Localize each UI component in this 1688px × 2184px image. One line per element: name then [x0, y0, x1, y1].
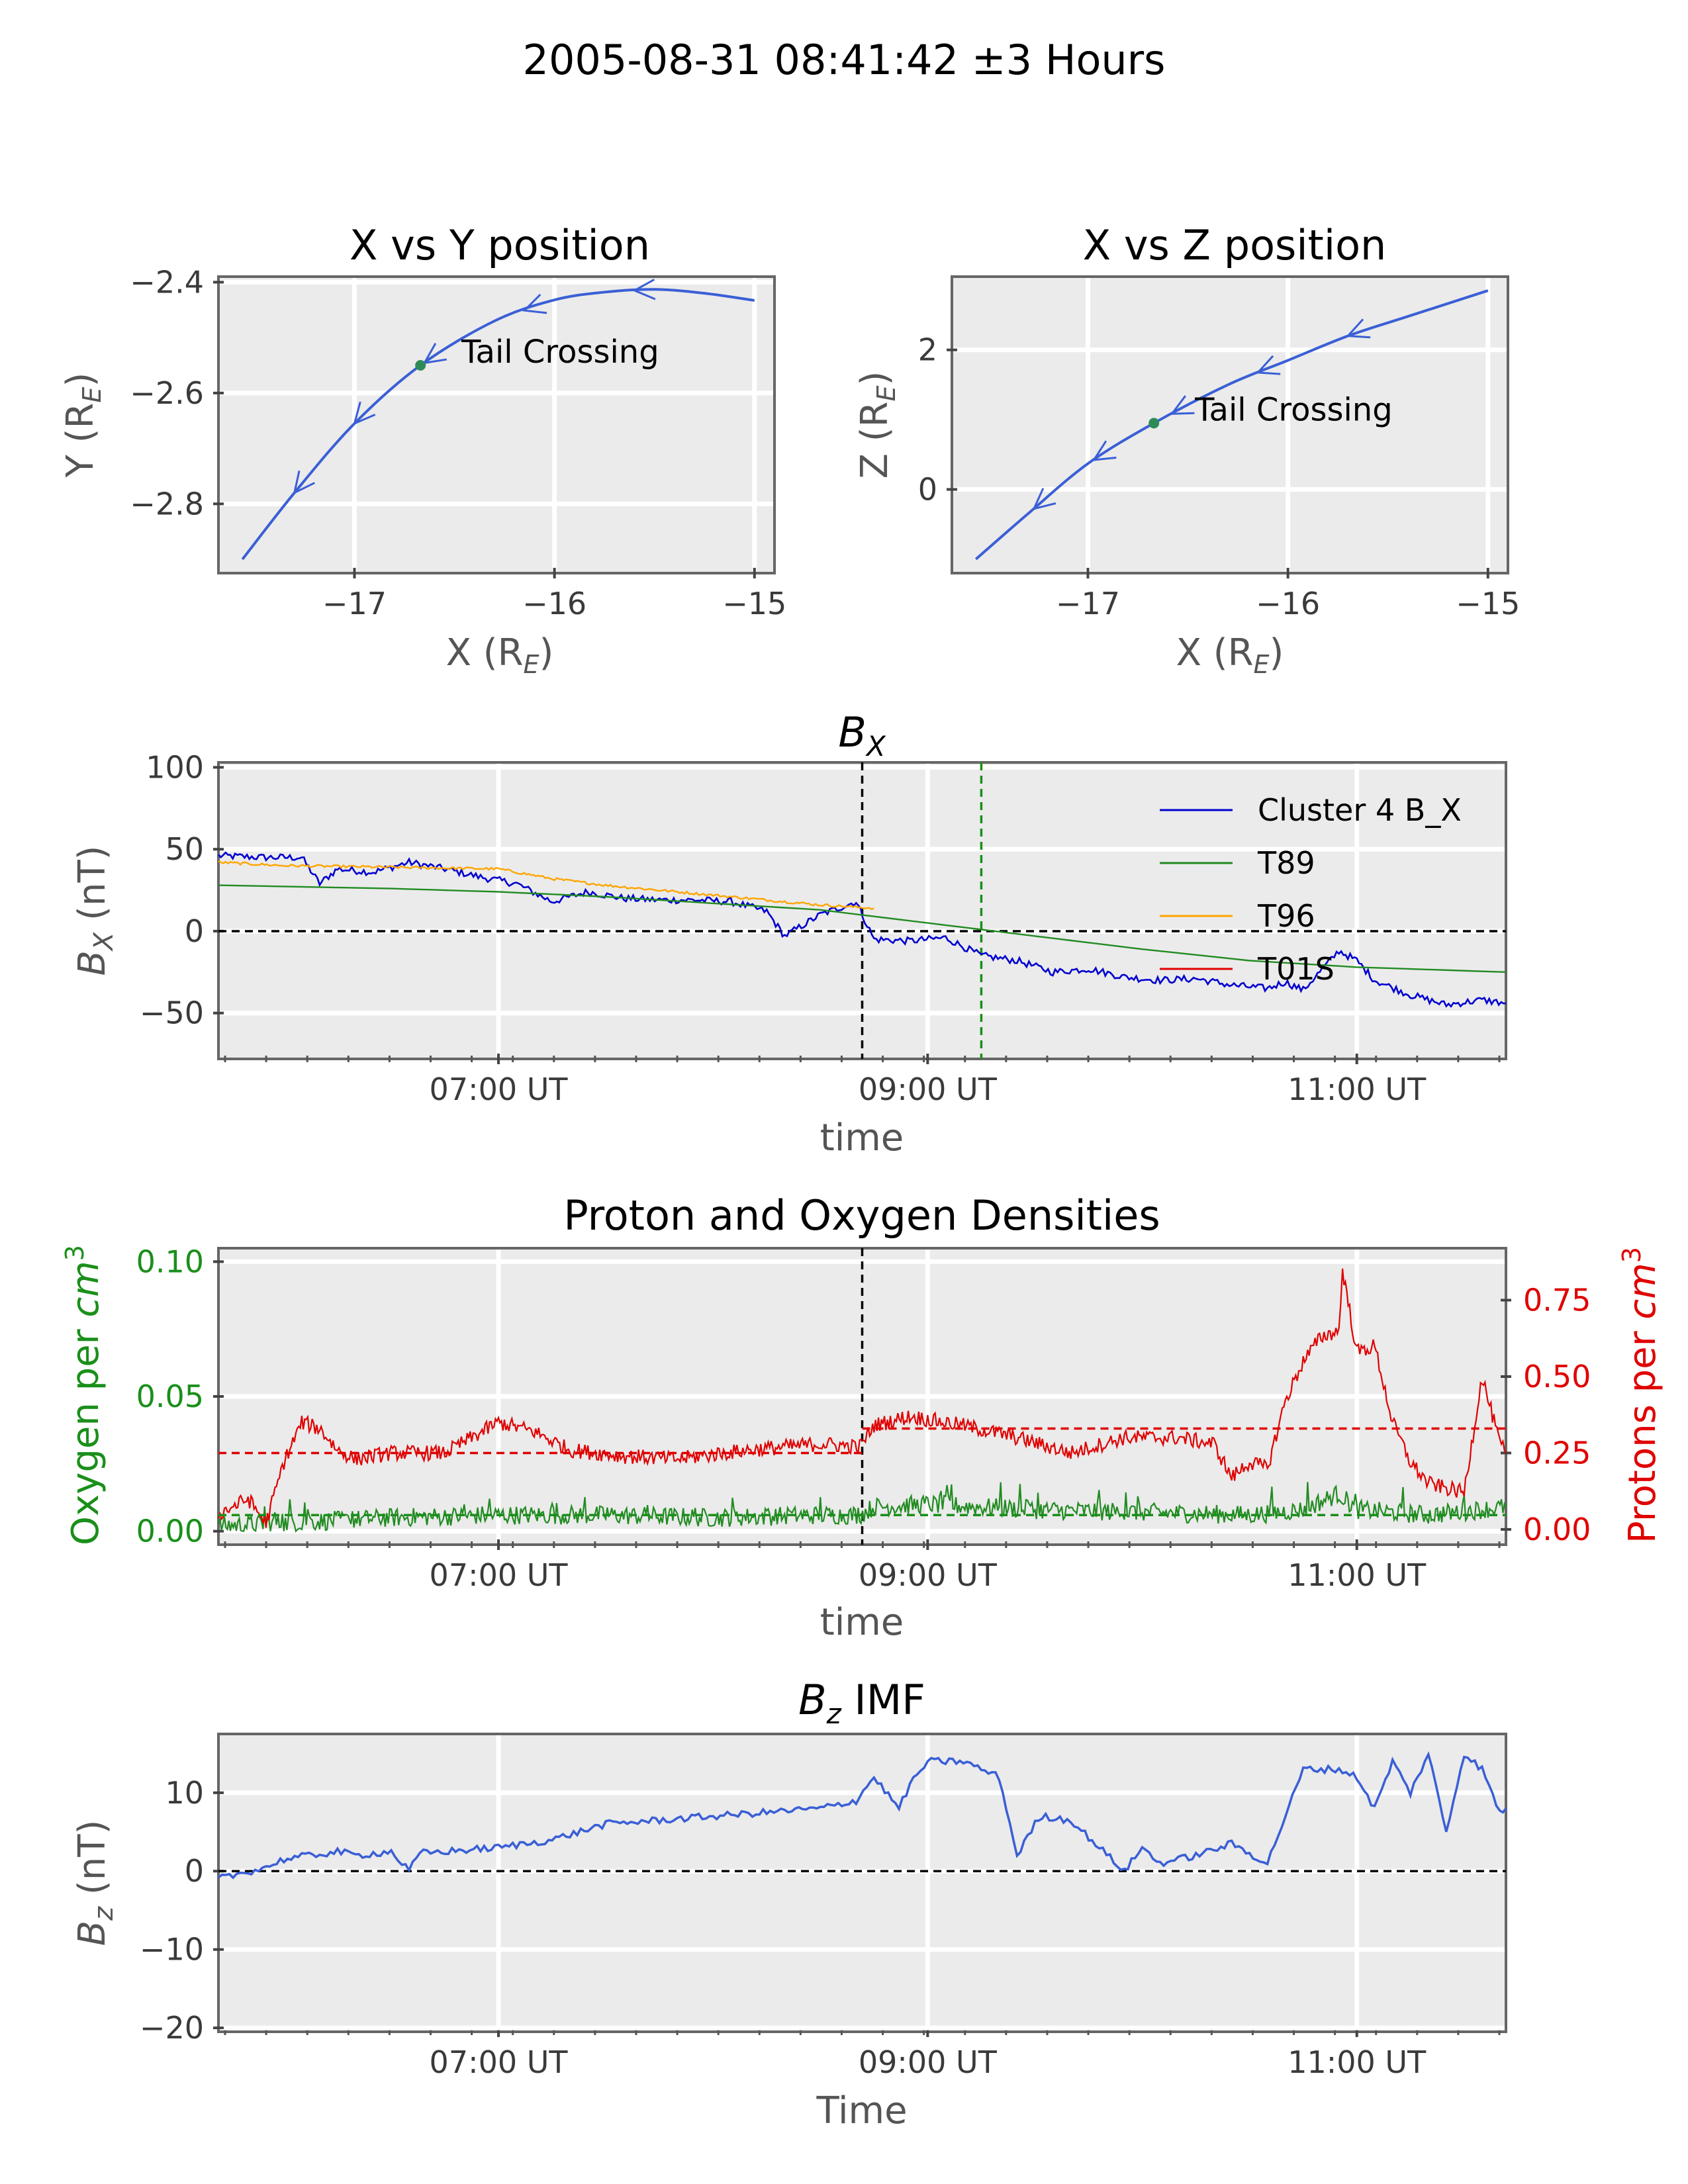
y-tick-label: 100 — [146, 749, 204, 785]
direction-arrow — [1346, 318, 1371, 339]
y-tick-label: 0 — [918, 472, 937, 508]
panel-bz-ylabel: Bz (nT) — [71, 1820, 119, 1946]
y-tick-label: −20 — [140, 2010, 204, 2046]
legend-label-t89: T89 — [1257, 845, 1315, 881]
y-tick-label: 0.05 — [136, 1379, 204, 1414]
panel-x-vs-z-plot: −17 −16 −15 0 2 Tail Crossing — [918, 278, 1520, 621]
panel-densities-xlabel: time — [820, 1601, 904, 1644]
y-tick-label: −2.4 — [130, 264, 204, 300]
panel-bz-title: Bz IMF — [798, 1676, 925, 1730]
panel-bx-plot: 07:00 UT 09:00 UT 11:00 UT −50 0 50 100 — [140, 749, 1507, 1107]
panel-bz-plot: 07:00 UT 09:00 UT 11:00 UT −20 −10 0 10 — [140, 1735, 1507, 2080]
y-tick-label: −2.6 — [130, 375, 204, 411]
tail-crossing-marker — [1149, 418, 1160, 429]
panel-bz-axes — [217, 1733, 1507, 2033]
tail-crossing-label: Tail Crossing — [1194, 391, 1393, 428]
y-right-tick-label: 0.75 — [1523, 1283, 1591, 1318]
direction-arrow — [1256, 355, 1281, 375]
panel-x-vs-y-ylabel: Y (RE) — [59, 373, 107, 478]
direction-arrow — [632, 279, 656, 300]
y-tick-label: −50 — [140, 995, 204, 1031]
y-right-tick-label: 0.25 — [1523, 1435, 1591, 1471]
y-tick-label: −10 — [140, 1932, 204, 1968]
panel-x-vs-y: X vs Y position −17 −16 −15 −2.8 −2.6 −2.4 Tai… — [59, 221, 786, 679]
y-tick-label: 0.10 — [136, 1244, 204, 1279]
t96-line — [218, 860, 874, 911]
legend-label-t01s: T01S — [1257, 951, 1335, 987]
x-tick-label: −17 — [1056, 586, 1120, 621]
y-tick-label: 0 — [185, 1853, 204, 1889]
x-tick-label: 09:00 UT — [859, 2044, 998, 2080]
x-tick-label: −15 — [1456, 586, 1520, 621]
y-tick-label: 10 — [165, 1775, 204, 1811]
y-tick-label: 2 — [918, 332, 937, 368]
proton-density-line — [217, 1268, 1507, 1528]
direction-arrow — [1092, 440, 1117, 461]
panel-bx-ylabel: BX (nT) — [71, 845, 119, 976]
panel-x-vs-z-ylabel: Z (RE) — [853, 371, 901, 479]
oxygen-density-line — [217, 1482, 1507, 1533]
direction-arrow — [1032, 488, 1056, 511]
panel-bx-xlabel: time — [820, 1116, 904, 1160]
panel-x-vs-z: X vs Z position −17 −16 −15 0 2 Tail Crossing… — [853, 221, 1520, 679]
direction-arrow — [522, 293, 547, 314]
x-tick-label: −15 — [722, 586, 786, 621]
y-tick-label: −2.8 — [130, 486, 204, 522]
x-tick-label: 11:00 UT — [1288, 1071, 1427, 1107]
y-right-tick-label: 0.00 — [1523, 1512, 1591, 1547]
panel-bx: BX 07:00 UT 09:00 UT 11:00 UT −50 0 50 100 tim… — [71, 708, 1507, 1160]
trajectory-line — [974, 289, 1489, 561]
panel-x-vs-y-title: X vs Y position — [350, 221, 650, 269]
panel-x-vs-z-axes — [951, 275, 1509, 574]
y-tick-label: 0.00 — [136, 1514, 204, 1549]
panel-x-vs-z-title: X vs Z position — [1083, 221, 1387, 269]
direction-arrow — [353, 401, 376, 426]
x-tick-label: −16 — [1256, 586, 1320, 621]
panel-x-vs-y-plot: −17 −16 −15 −2.8 −2.6 −2.4 Tail Crossing — [130, 264, 786, 621]
trajectory-line — [241, 288, 755, 561]
cluster4-bx-line — [218, 851, 1507, 1008]
x-tick-label: −17 — [322, 586, 387, 621]
panel-x-vs-y-xlabel: X (RE) — [446, 631, 554, 679]
tail-crossing-label: Tail Crossing — [461, 334, 659, 371]
panel-bx-title: BX — [838, 708, 886, 762]
legend-label-cluster4: Cluster 4 B_X — [1258, 792, 1462, 828]
panel-bz: Bz IMF 07:00 UT 09:00 UT 11:00 UT −20 −10 0 10… — [71, 1676, 1507, 2132]
direction-arrow — [1170, 395, 1195, 415]
x-tick-label: 11:00 UT — [1288, 2044, 1427, 2080]
panel-bx-legend: Cluster 4 B_X T89 T96 T01S — [1160, 792, 1462, 987]
y-tick-label: 0 — [185, 913, 204, 949]
x-tick-label: −16 — [522, 586, 586, 621]
legend-label-t96: T96 — [1257, 898, 1315, 934]
panel-x-vs-z-xlabel: X (RE) — [1176, 631, 1284, 679]
panel-densities-ylabel-right: Protons per cm3 — [1617, 1247, 1664, 1543]
x-tick-label: 07:00 UT — [430, 1557, 569, 1593]
tail-crossing-marker — [415, 359, 426, 371]
x-tick-label: 11:00 UT — [1288, 1557, 1427, 1593]
x-tick-label: 09:00 UT — [859, 1071, 998, 1107]
bz-imf-line — [217, 1751, 1507, 1880]
panel-densities-ylabel-left: Oxygen per cm3 — [60, 1245, 107, 1545]
panel-densities-plot: 07:00 UT 09:00 UT 11:00 UT 0.00 0.05 0.10 0.00… — [136, 1244, 1591, 1593]
x-tick-label: 07:00 UT — [430, 1071, 569, 1107]
y-right-tick-label: 0.50 — [1523, 1359, 1591, 1394]
direction-arrow — [293, 471, 315, 495]
figure-suptitle: 2005-08-31 08:41:42 ±3 Hours — [523, 36, 1166, 84]
x-tick-label: 07:00 UT — [430, 2044, 569, 2080]
panel-densities-title: Proton and Oxygen Densities — [563, 1191, 1160, 1240]
panel-densities: Proton and Oxygen Densities 07:00 UT 09:0… — [60, 1191, 1664, 1644]
x-tick-label: 09:00 UT — [859, 1557, 998, 1593]
panel-bz-xlabel: Time — [816, 2089, 907, 2132]
t89-line — [218, 884, 1507, 973]
panel-x-vs-y-axes — [217, 275, 776, 574]
y-tick-label: 50 — [165, 831, 204, 867]
